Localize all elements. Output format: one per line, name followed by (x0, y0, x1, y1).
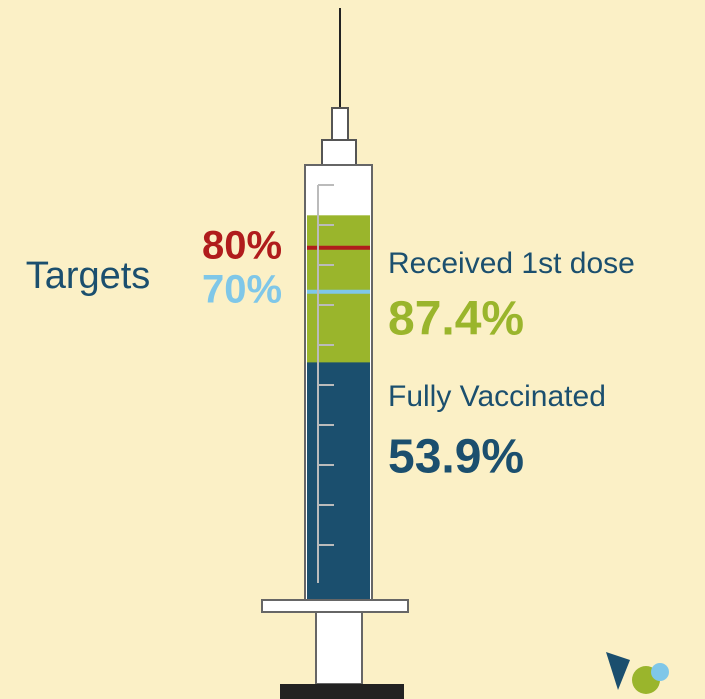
value-label: 53.9% (388, 431, 524, 484)
dose-fill (307, 362, 370, 599)
targets-label: Targets (26, 255, 151, 297)
series-name: Received 1st dose (388, 247, 635, 280)
fill-group (307, 215, 370, 599)
logo-shape (651, 663, 669, 681)
target-label: 70% (202, 267, 282, 311)
plunger-rod (316, 612, 362, 684)
finger-flange (262, 600, 408, 612)
chart: Targets Received 1st dose 87.4% Fully Vacc… (0, 0, 705, 699)
needle-hub (332, 108, 348, 140)
series-name: Fully Vaccinated (388, 380, 606, 413)
target-label: 80% (202, 223, 282, 267)
page: Targets Received 1st dose 87.4% Fully Vacc… (0, 0, 705, 699)
value-label: 87.4% (388, 293, 524, 346)
plunger-base (280, 684, 404, 699)
syringe-neck (322, 140, 356, 165)
